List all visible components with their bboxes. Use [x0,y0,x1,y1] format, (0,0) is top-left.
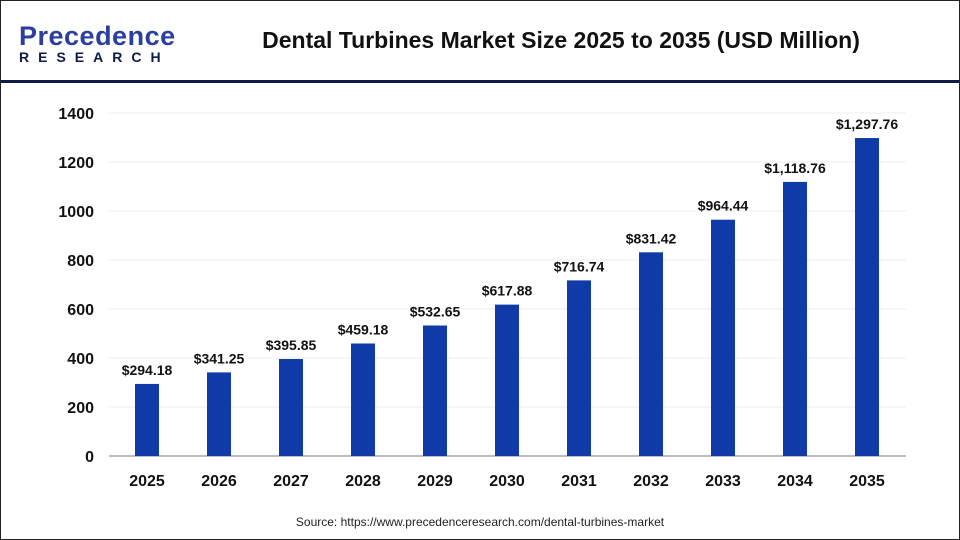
data-label: $341.25 [194,350,245,366]
x-tick-label: 2029 [417,473,453,490]
y-tick-label: 200 [67,400,94,417]
source-note: Source: https://www.precedenceresearch.c… [295,515,665,529]
data-label: $716.74 [554,258,605,274]
bar [495,304,519,456]
data-label: $617.88 [482,283,533,299]
data-label: $1,297.76 [836,116,898,132]
y-tick-label: 600 [67,302,94,319]
y-tick-label: 800 [67,253,94,270]
bar [279,359,303,456]
bar [207,372,231,456]
x-tick-label: 2026 [201,473,237,490]
x-tick-label: 2035 [849,473,885,490]
data-label: $459.18 [338,322,389,338]
logo-line1: Precedence [19,21,176,51]
y-tick-label: 1000 [58,204,94,221]
y-tick-label: 1400 [58,106,94,123]
data-label: $1,118.76 [764,160,826,176]
y-tick-label: 0 [85,449,94,466]
x-tick-label: 2032 [633,473,669,490]
bar [135,383,159,456]
x-tick-label: 2030 [489,473,525,490]
data-label: $294.18 [122,362,173,378]
data-label: $964.44 [698,198,749,214]
data-label: $395.85 [266,337,317,353]
logo-line2: RESEARCH [19,49,170,65]
bar [351,343,375,456]
y-tick-label: 1200 [58,155,94,172]
x-tick-label: 2034 [777,473,813,490]
bar-chart: 0 200 400 600 800 1000 1200 1400 $294.18 2025 $341… [58,106,906,490]
x-tick-label: 2025 [129,473,165,490]
chart-title: Dental Turbines Market Size 2025 to 2035… [262,27,860,53]
x-tick-label: 2031 [561,473,597,490]
x-tick-label: 2028 [345,473,381,490]
x-tick-label: 2027 [273,473,309,490]
bar [711,219,735,456]
data-label: $532.65 [410,304,461,320]
logo: Precedence RESEARCH [19,21,176,66]
bar [639,252,663,456]
bar [783,181,807,456]
bar [423,325,447,456]
bar [567,280,591,456]
y-tick-label: 400 [67,351,94,368]
header: Precedence RESEARCH Dental Turbines Mark… [1,1,959,83]
data-label: $831.42 [626,230,677,246]
bar [855,138,879,456]
x-tick-label: 2033 [705,473,741,490]
